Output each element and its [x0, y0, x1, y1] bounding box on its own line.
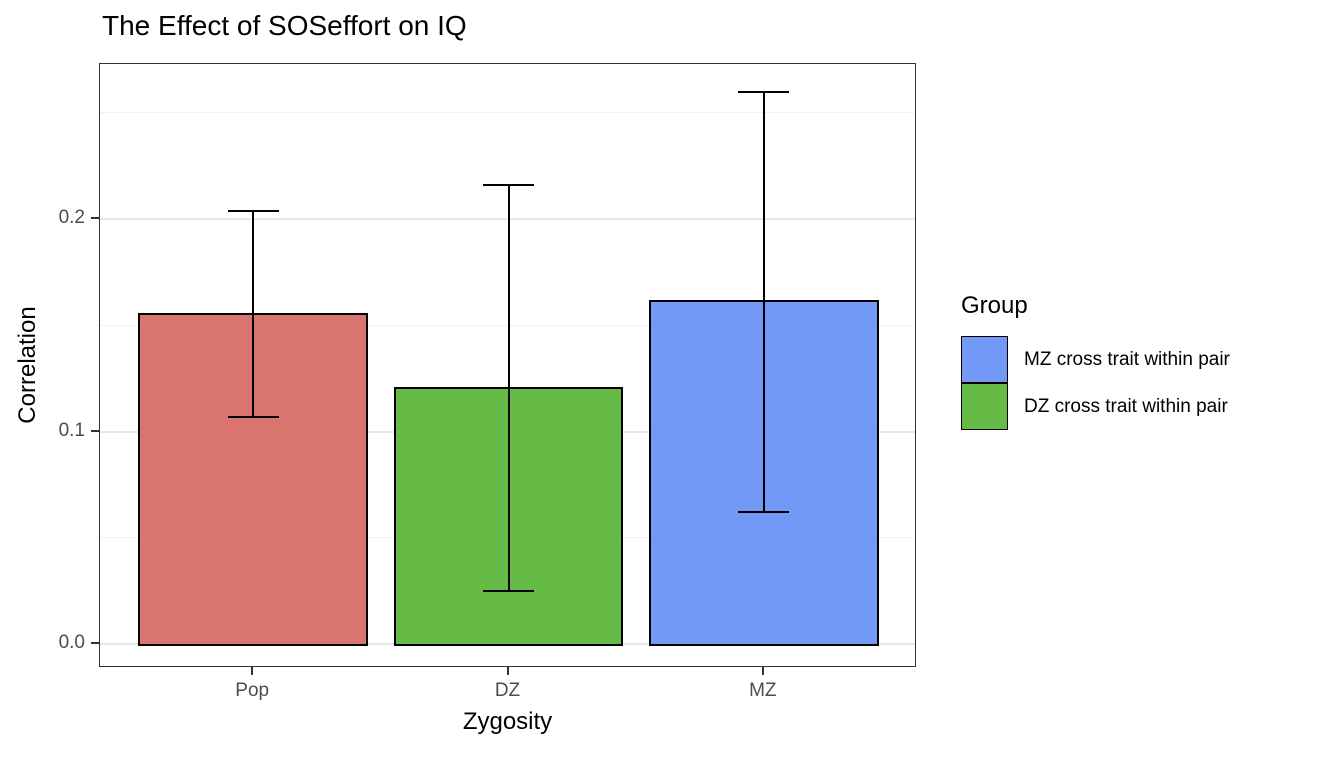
x-tick-label-pop: Pop	[235, 680, 270, 701]
x-tick-label-mz: MZ	[749, 680, 777, 701]
x-tick-label-dz: DZ	[494, 680, 521, 701]
x-axis-title: Zygosity	[462, 708, 553, 735]
y-tick-label: 0.2	[58, 207, 85, 228]
errorbar-cap-top-pop	[227, 209, 279, 212]
x-tick-mark	[761, 667, 764, 675]
y-axis-title: Correlation	[14, 306, 41, 424]
errorbar-stem-dz	[507, 185, 510, 591]
chart-title: The Effect of SOSeffort on IQ	[102, 10, 467, 41]
minor-gridline	[100, 112, 915, 114]
legend-swatch-mz	[961, 336, 1008, 383]
legend-label-mz: MZ cross trait within pair	[1024, 348, 1230, 370]
x-tick-mark	[506, 667, 509, 675]
legend-title: Group	[961, 292, 1028, 319]
legend-item-dz: DZ cross trait within pair	[961, 383, 1230, 430]
x-tick-mark	[251, 667, 254, 675]
legend-label-dz: DZ cross trait within pair	[1024, 395, 1228, 417]
errorbar-cap-bottom-pop	[227, 415, 279, 418]
y-tick-label: 0.1	[58, 419, 85, 441]
errorbar-stem-pop	[252, 210, 255, 417]
y-tick-mark	[91, 217, 99, 219]
errorbar-cap-top-dz	[482, 184, 535, 186]
legend-item-mz: MZ cross trait within pair	[961, 336, 1230, 383]
legend-swatch-dz	[961, 383, 1008, 430]
y-tick-mark	[91, 642, 99, 644]
plot-panel	[99, 63, 916, 667]
y-tick-label: 0.0	[58, 632, 85, 653]
legend: Group MZ cross trait within pair DZ cros…	[961, 292, 1230, 430]
errorbar-cap-bottom-dz	[482, 589, 535, 592]
errorbar-stem-mz	[762, 91, 765, 513]
errorbar-cap-bottom-mz	[738, 511, 790, 514]
errorbar-cap-top-mz	[738, 90, 790, 93]
bar-pop	[138, 312, 369, 646]
y-tick-mark	[91, 429, 99, 432]
